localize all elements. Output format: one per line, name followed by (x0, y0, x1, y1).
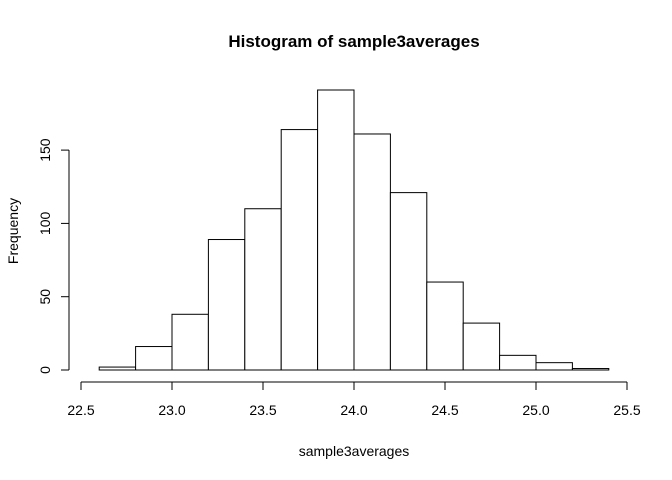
histogram-bar (98, 366, 137, 371)
x-tick-label: 24.0 (340, 402, 367, 418)
x-tick-label: 22.5 (67, 402, 94, 418)
histogram-bar (353, 133, 391, 371)
x-tick-label: 23.5 (249, 402, 276, 418)
chart-title: Histogram of sample3averages (228, 32, 479, 51)
y-axis-label: Frequency (5, 198, 21, 264)
histogram-bar (171, 313, 209, 371)
histogram-bar (317, 89, 355, 371)
histogram-bar (462, 322, 501, 371)
x-tick-label: 24.5 (431, 402, 458, 418)
histogram-bar (244, 208, 282, 371)
histogram-bar (571, 368, 610, 371)
y-tick-label: 100 (37, 212, 53, 236)
histogram-bar (207, 239, 246, 371)
histogram-bar (389, 192, 428, 371)
histogram-bar (280, 129, 319, 371)
x-axis-label: sample3averages (299, 443, 410, 459)
y-tick-label: 150 (37, 138, 53, 162)
histogram-bar (135, 346, 173, 371)
x-axis: 22.5 23.0 23.5 24.0 24.5 25.0 25.5 (67, 381, 641, 418)
histogram-bar (535, 362, 573, 371)
histogram-bar (426, 281, 464, 371)
y-axis: 0 50 100 150 (37, 138, 70, 374)
x-tick-label: 23.0 (158, 402, 185, 418)
bars-group (98, 89, 610, 371)
y-tick-label: 50 (37, 289, 53, 305)
y-tick-label: 0 (37, 366, 53, 374)
x-tick-label: 25.0 (522, 402, 549, 418)
histogram-bar (499, 354, 537, 371)
x-tick-label: 25.5 (613, 402, 640, 418)
